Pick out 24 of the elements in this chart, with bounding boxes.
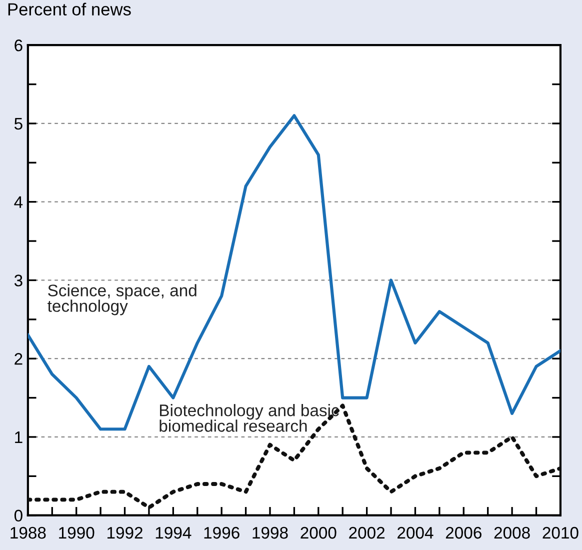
series-label: Biotechnology and basic biomedical research	[160, 404, 339, 432]
y-tick-label: 1	[15, 432, 22, 444]
x-tick-label: 1992	[107, 526, 142, 539]
x-tick-label: 2002	[349, 526, 385, 539]
x-tick-label: 2006	[446, 526, 482, 539]
x-tick-label: 1994	[156, 526, 192, 539]
y-tick-label: 6	[14, 40, 22, 52]
y-tick-label: 0	[14, 510, 22, 522]
x-tick-label: 2000	[300, 526, 336, 539]
x-tick-label: 2004	[398, 526, 434, 539]
x-tick-label: 2010	[542, 526, 578, 539]
y-tick-label: 5	[14, 118, 22, 130]
y-tick-label: 3	[14, 274, 22, 286]
x-tick-label: 2008	[494, 526, 530, 539]
x-tick-label: 1988	[10, 526, 46, 539]
line-series	[28, 114, 560, 431]
y-axis-title: Percent of news	[8, 2, 131, 16]
line-series	[28, 404, 560, 510]
x-tick-label: 1990	[59, 526, 94, 539]
y-tick-label: 4	[14, 196, 23, 208]
x-tick-label: 1998	[252, 526, 288, 539]
series-label: Science, space, and technology	[48, 284, 196, 316]
y-tick-label: 2	[14, 353, 22, 365]
x-tick-label: 1996	[204, 526, 240, 539]
